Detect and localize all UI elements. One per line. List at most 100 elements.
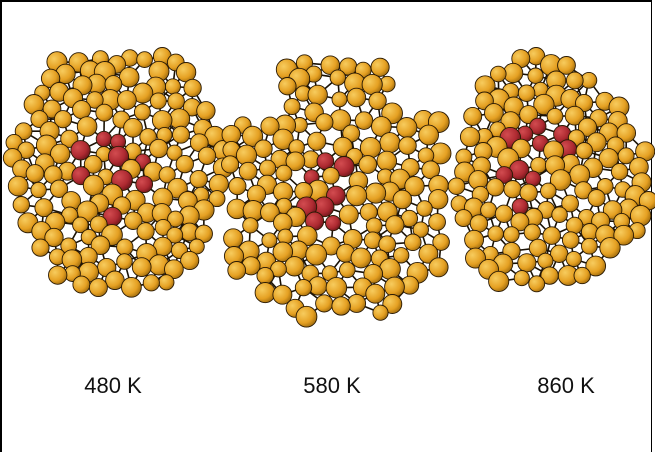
gold-atom: [368, 91, 387, 111]
gold-atom: [565, 216, 584, 235]
gold-atom: [34, 198, 54, 218]
gold-atom: [325, 276, 348, 299]
gold-atom: [254, 139, 273, 158]
temperature-label-480k: 480 K: [84, 373, 142, 398]
gold-atom: [346, 185, 368, 207]
gold-atom: [517, 84, 536, 102]
gold-atom: [546, 107, 564, 125]
gold-atom: [331, 91, 348, 108]
gold-atom: [587, 189, 606, 207]
gold-atom: [338, 204, 359, 225]
gold-atom: [428, 189, 449, 210]
gold-atom: [418, 243, 439, 264]
gold-atom: [242, 217, 259, 234]
gold-atom: [569, 164, 591, 186]
impurity-atom: [95, 130, 113, 148]
gold-atom: [259, 159, 277, 177]
gold-atom: [365, 217, 383, 235]
gold-atom: [118, 66, 140, 88]
gold-atom: [565, 250, 582, 268]
gold-atom: [208, 190, 226, 208]
gold-atom: [294, 278, 313, 297]
gold-atom: [616, 123, 637, 143]
gold-atom: [528, 275, 546, 293]
cluster-860k: [447, 47, 655, 293]
gold-atom: [486, 178, 505, 197]
cluster-580k: [221, 54, 452, 328]
gold-atom: [297, 225, 318, 247]
gold-atom: [261, 232, 278, 249]
gold-atom: [31, 238, 50, 257]
impurity-atom: [325, 215, 342, 232]
gold-atom: [365, 182, 387, 204]
gold-atom: [116, 238, 134, 256]
gold-atom: [158, 166, 176, 184]
gold-atom: [82, 174, 105, 197]
impurity-atom: [529, 117, 547, 136]
gold-atom: [90, 235, 111, 256]
gold-atom: [131, 257, 152, 277]
gold-atom: [484, 103, 504, 123]
gold-atom: [256, 266, 274, 285]
gold-atom: [154, 218, 172, 236]
gold-atom: [412, 221, 429, 238]
gold-atom: [580, 223, 599, 241]
gold-atom: [158, 274, 175, 291]
gold-atom: [378, 235, 397, 254]
gold-atom: [95, 103, 114, 122]
gold-atom: [260, 202, 280, 223]
gold-atom: [392, 189, 413, 210]
gold-atom: [238, 161, 258, 181]
gold-atom: [285, 151, 306, 172]
gold-atom: [331, 296, 351, 316]
gold-atom: [510, 212, 530, 232]
gold-atom: [189, 169, 208, 189]
gold-atom: [166, 226, 184, 244]
gold-atom: [596, 178, 614, 195]
gold-atom: [149, 92, 167, 110]
gold-atom: [464, 229, 485, 250]
gold-atom: [416, 200, 433, 217]
gold-atom: [363, 263, 384, 284]
gold-atom: [573, 266, 591, 285]
gold-atom: [561, 194, 579, 213]
gold-atom: [503, 180, 522, 199]
gold-atom: [490, 65, 507, 83]
gold-atom: [404, 233, 422, 252]
gold-atom: [315, 294, 334, 313]
gold-atom: [517, 253, 537, 273]
gold-atom: [561, 231, 580, 249]
gold-atom: [76, 116, 98, 137]
gold-atom: [30, 181, 47, 199]
gold-atom: [574, 181, 593, 200]
gold-atom: [164, 259, 184, 280]
gold-atom: [254, 282, 276, 304]
gold-atom: [396, 117, 418, 139]
gold-atom: [14, 122, 33, 141]
temperature-label-860k: 860 K: [537, 373, 595, 398]
gold-atom: [581, 237, 598, 255]
gold-atom: [527, 67, 544, 84]
gold-atom: [469, 214, 489, 233]
gold-atom: [284, 256, 305, 277]
gold-atom: [599, 237, 621, 259]
gold-atom: [494, 204, 514, 223]
gold-atom: [358, 155, 378, 174]
gold-atom: [404, 176, 425, 197]
gold-atom: [432, 233, 450, 251]
gold-atom: [228, 177, 247, 196]
gold-atom: [598, 148, 619, 169]
gold-atom: [339, 261, 356, 279]
gold-atom: [49, 179, 69, 198]
gold-atom: [557, 56, 576, 75]
gold-atom: [272, 284, 293, 305]
gold-atom: [533, 93, 555, 116]
gold-atom: [371, 116, 392, 137]
gold-atom: [139, 128, 157, 146]
gold-atom: [196, 101, 216, 121]
gold-atom: [121, 276, 142, 298]
cluster-480k: [2, 47, 234, 298]
impurity-atom: [107, 145, 130, 167]
gold-atom: [528, 238, 548, 258]
gold-atom: [116, 253, 133, 270]
